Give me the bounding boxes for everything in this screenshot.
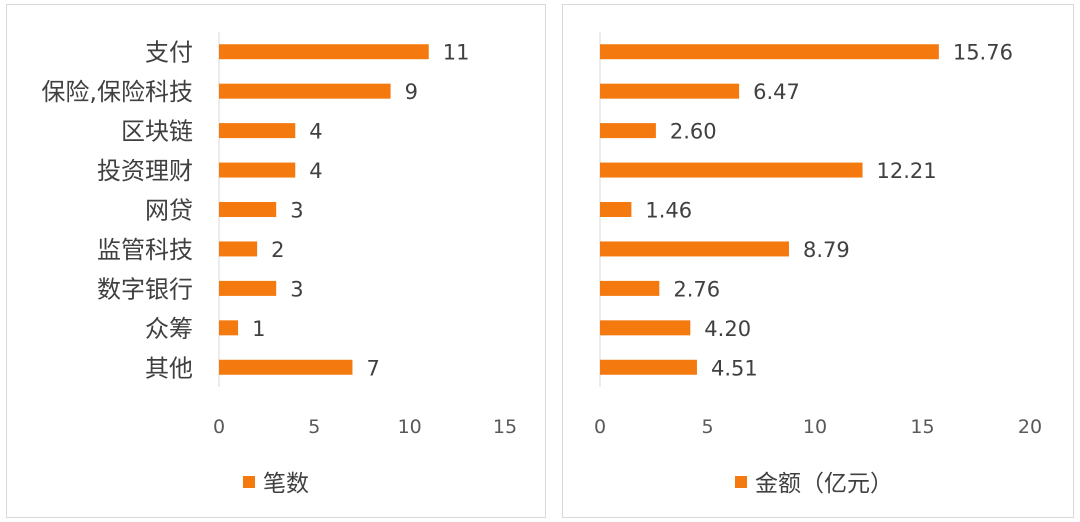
legend-swatch	[735, 476, 747, 488]
category-label-8: 其他	[145, 354, 193, 382]
value-label-4: 1.46	[645, 199, 692, 223]
count-chart-panel: 支付 11 保险,保险科技 9 区块链 4 投资理财 4 网贷 3 监管科技 2 数字银行 3 众筹 1 其他 7…	[6, 4, 546, 518]
amount-chart-panel: 15.76 6.47 2.60 12.21 1.46 8.79 2.76 4.20 4.51 0 5…	[562, 4, 1074, 518]
x-tick-label-1: 5	[308, 416, 320, 438]
value-label-8: 4.51	[711, 356, 758, 380]
value-label-4: 3	[290, 199, 303, 223]
x-tick-label-3: 15	[910, 416, 934, 438]
bar-2	[219, 123, 296, 139]
category-label-3: 投资理财	[97, 157, 193, 185]
value-label-3: 4	[309, 159, 322, 183]
value-label-3: 12.21	[877, 159, 937, 183]
bar-3	[219, 162, 296, 178]
value-label-5: 8.79	[803, 238, 850, 262]
x-tick-label-1: 5	[701, 416, 713, 438]
bar-5	[600, 241, 789, 257]
amount-chart: 15.76 6.47 2.60 12.21 1.46 8.79 2.76 4.20 4.51 0 5…	[594, 32, 1042, 497]
bar-7	[219, 320, 239, 336]
category-label-2: 区块链	[121, 118, 193, 146]
x-tick-label-4: 20	[1018, 416, 1042, 438]
bar-8	[219, 359, 353, 375]
bar-1	[600, 83, 740, 99]
value-label-1: 6.47	[753, 80, 800, 104]
category-label-1: 保险,保险科技	[41, 78, 193, 106]
value-label-8: 7	[366, 356, 379, 380]
x-tick-label-3: 15	[493, 416, 517, 438]
bar-1	[219, 83, 391, 99]
category-label-5: 监管科技	[97, 236, 193, 264]
bar-0	[600, 44, 939, 60]
category-label-0: 支付	[145, 39, 193, 67]
legend-label: 金额（亿元）	[755, 471, 893, 497]
category-label-7: 众筹	[145, 315, 193, 343]
value-label-2: 4	[309, 120, 322, 144]
legend-label: 笔数	[263, 471, 309, 497]
bar-0	[219, 44, 429, 60]
bar-5	[219, 241, 258, 257]
count-chart: 支付 11 保险,保险科技 9 区块链 4 投资理财 4 网贷 3 监管科技 2 数字银行 3 众筹 1 其他 7…	[41, 32, 517, 497]
category-label-6: 数字银行	[97, 275, 193, 303]
value-label-5: 2	[271, 238, 284, 262]
legend-swatch	[243, 476, 255, 488]
bar-6	[600, 280, 660, 296]
bar-4	[219, 202, 277, 217]
value-label-6: 2.76	[673, 277, 720, 301]
bar-4	[600, 202, 632, 217]
x-tick-label-2: 10	[803, 416, 827, 438]
value-label-7: 1	[252, 317, 265, 341]
x-tick-label-0: 0	[213, 416, 225, 438]
value-label-7: 4.20	[704, 317, 751, 341]
x-tick-label-0: 0	[594, 416, 606, 438]
value-label-0: 11	[443, 41, 470, 65]
value-label-2: 2.60	[670, 120, 717, 144]
bar-3	[600, 162, 863, 178]
bar-8	[600, 359, 697, 375]
value-label-6: 3	[290, 277, 303, 301]
value-label-1: 9	[405, 80, 418, 104]
bar-6	[219, 280, 277, 296]
category-label-4: 网贷	[145, 197, 193, 225]
bar-7	[600, 320, 691, 336]
x-tick-label-2: 10	[398, 416, 422, 438]
value-label-0: 15.76	[953, 41, 1013, 65]
bar-2	[600, 123, 656, 139]
